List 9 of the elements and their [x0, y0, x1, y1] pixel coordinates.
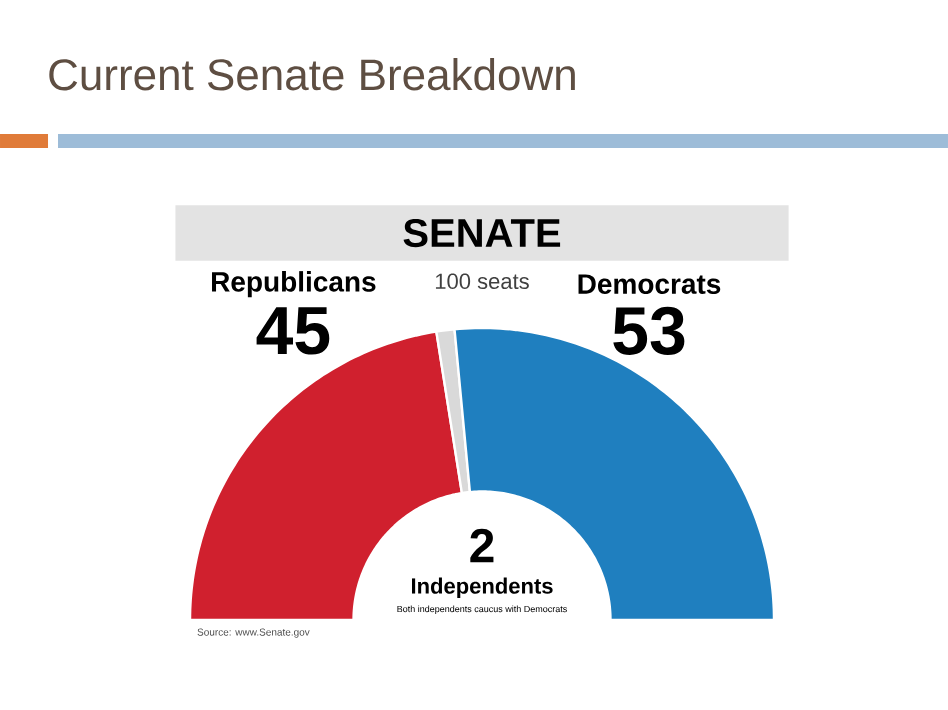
data-label: 53: [613, 306, 685, 356]
data-label: 45: [256, 307, 330, 355]
chart-title: Current Senate Breakdown: [49, 58, 575, 91]
data-label: 2: [470, 528, 494, 563]
slice-label: Independents: [411, 577, 553, 599]
chart-subtitle: SENATE: [403, 218, 561, 248]
slice-label: Democrats: [578, 274, 721, 294]
slice-label: Republicans: [212, 271, 376, 298]
text: 100 seats: [435, 273, 529, 290]
